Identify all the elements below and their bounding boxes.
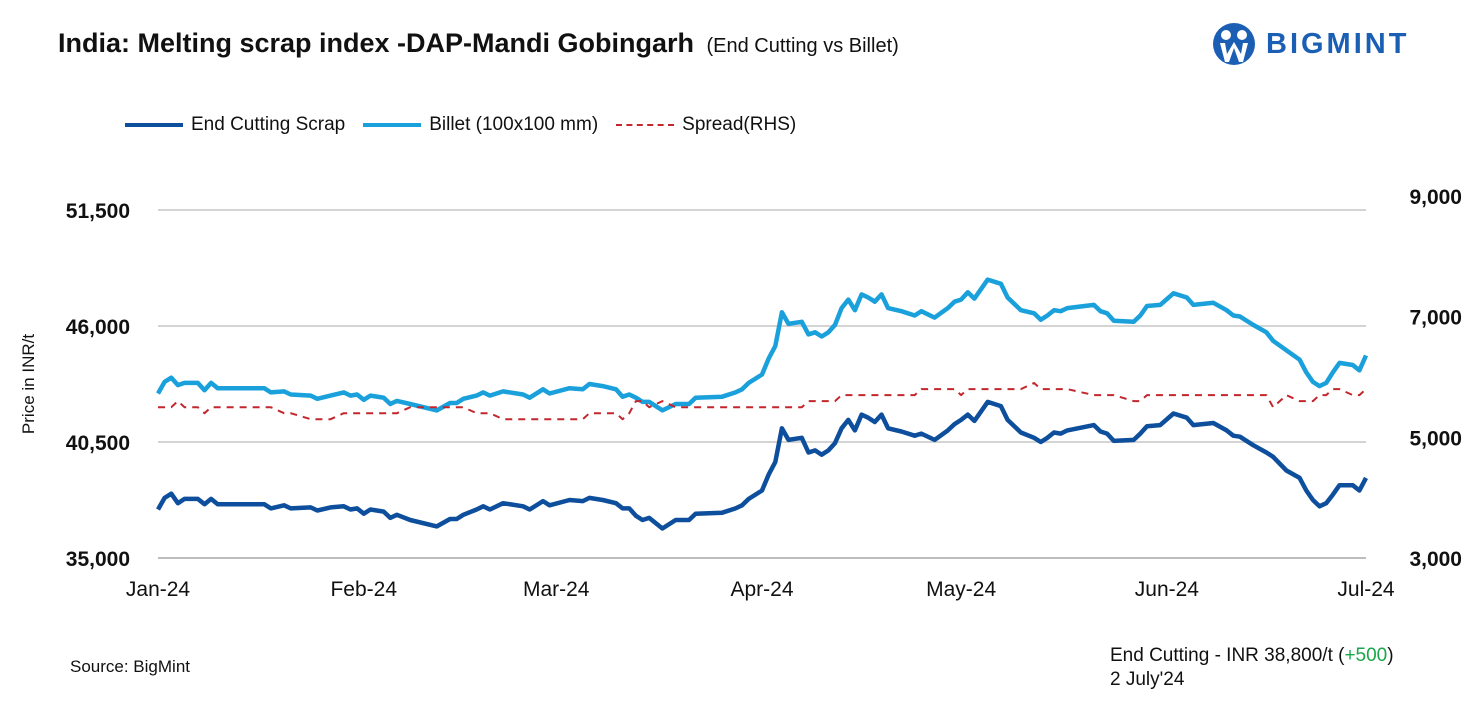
- x-tick-label: Apr-24: [730, 578, 793, 601]
- chart-title-main: India: Melting scrap index -DAP-Mandi Go…: [58, 28, 695, 58]
- chart-title: India: Melting scrap index -DAP-Mandi Go…: [58, 28, 899, 59]
- x-tick-label: Jul-24: [1337, 578, 1395, 601]
- price-note-date: 2 July'24: [1110, 669, 1185, 690]
- price-note-prefix: End Cutting - INR 38,800/t (: [1110, 645, 1345, 666]
- legend-swatch-spread: [616, 124, 675, 126]
- y2-tick-label: 3,000: [1409, 548, 1462, 571]
- legend-label-billet: Billet (100x100 mm): [429, 114, 599, 135]
- price-note-suffix: ): [1387, 645, 1394, 666]
- source-note: Source: BigMint: [70, 657, 190, 676]
- series-line-spread: [158, 382, 1367, 421]
- x-tick-label: Jan-24: [126, 578, 191, 601]
- legend-label-spread: Spread(RHS): [682, 114, 797, 135]
- y2-tick-label: 5,000: [1409, 427, 1462, 450]
- y2-tick-label: 9,000: [1409, 186, 1462, 209]
- legend-swatch-billet: [363, 123, 422, 127]
- legend-item-billet: Billet (100x100 mm): [363, 114, 598, 136]
- legend-item-end-cutting: End Cutting Scrap: [125, 114, 345, 136]
- logo-text: BIGMINT: [1266, 27, 1410, 60]
- x-tick-label: Jun-24: [1135, 578, 1200, 601]
- price-note-line: End Cutting - INR 38,800/t (+500): [1110, 644, 1394, 668]
- y-tick-label: 46,000: [66, 316, 130, 339]
- price-change: +500: [1344, 645, 1388, 666]
- y-tick-label: 51,500: [66, 200, 130, 223]
- legend-swatch-end-cutting: [125, 123, 183, 127]
- y2-tick-label: 7,000: [1409, 307, 1462, 330]
- price-note: End Cutting - INR 38,800/t (+500) 2 July…: [1110, 644, 1394, 692]
- legend-item-spread: Spread(RHS): [616, 114, 796, 136]
- bigmint-logo-icon: [1213, 23, 1255, 65]
- x-tick-label: Feb-24: [330, 578, 397, 601]
- chart-subtitle: (End Cutting vs Billet): [706, 35, 899, 57]
- legend-label-end-cutting: End Cutting Scrap: [191, 114, 346, 135]
- chart-legend: End Cutting Scrap Billet (100x100 mm) Sp…: [125, 114, 814, 136]
- series-line-billet: [156, 277, 1369, 413]
- y-axis-title: Price in INR/t: [19, 334, 38, 434]
- x-tick-label: Mar-24: [523, 578, 590, 601]
- series-line-end-cutting: [156, 399, 1368, 531]
- y-tick-label: 35,000: [66, 548, 130, 571]
- x-tick-label: May-24: [926, 578, 996, 601]
- y-tick-label: 40,500: [66, 432, 130, 455]
- bigmint-logo: BIGMINT: [1212, 22, 1409, 66]
